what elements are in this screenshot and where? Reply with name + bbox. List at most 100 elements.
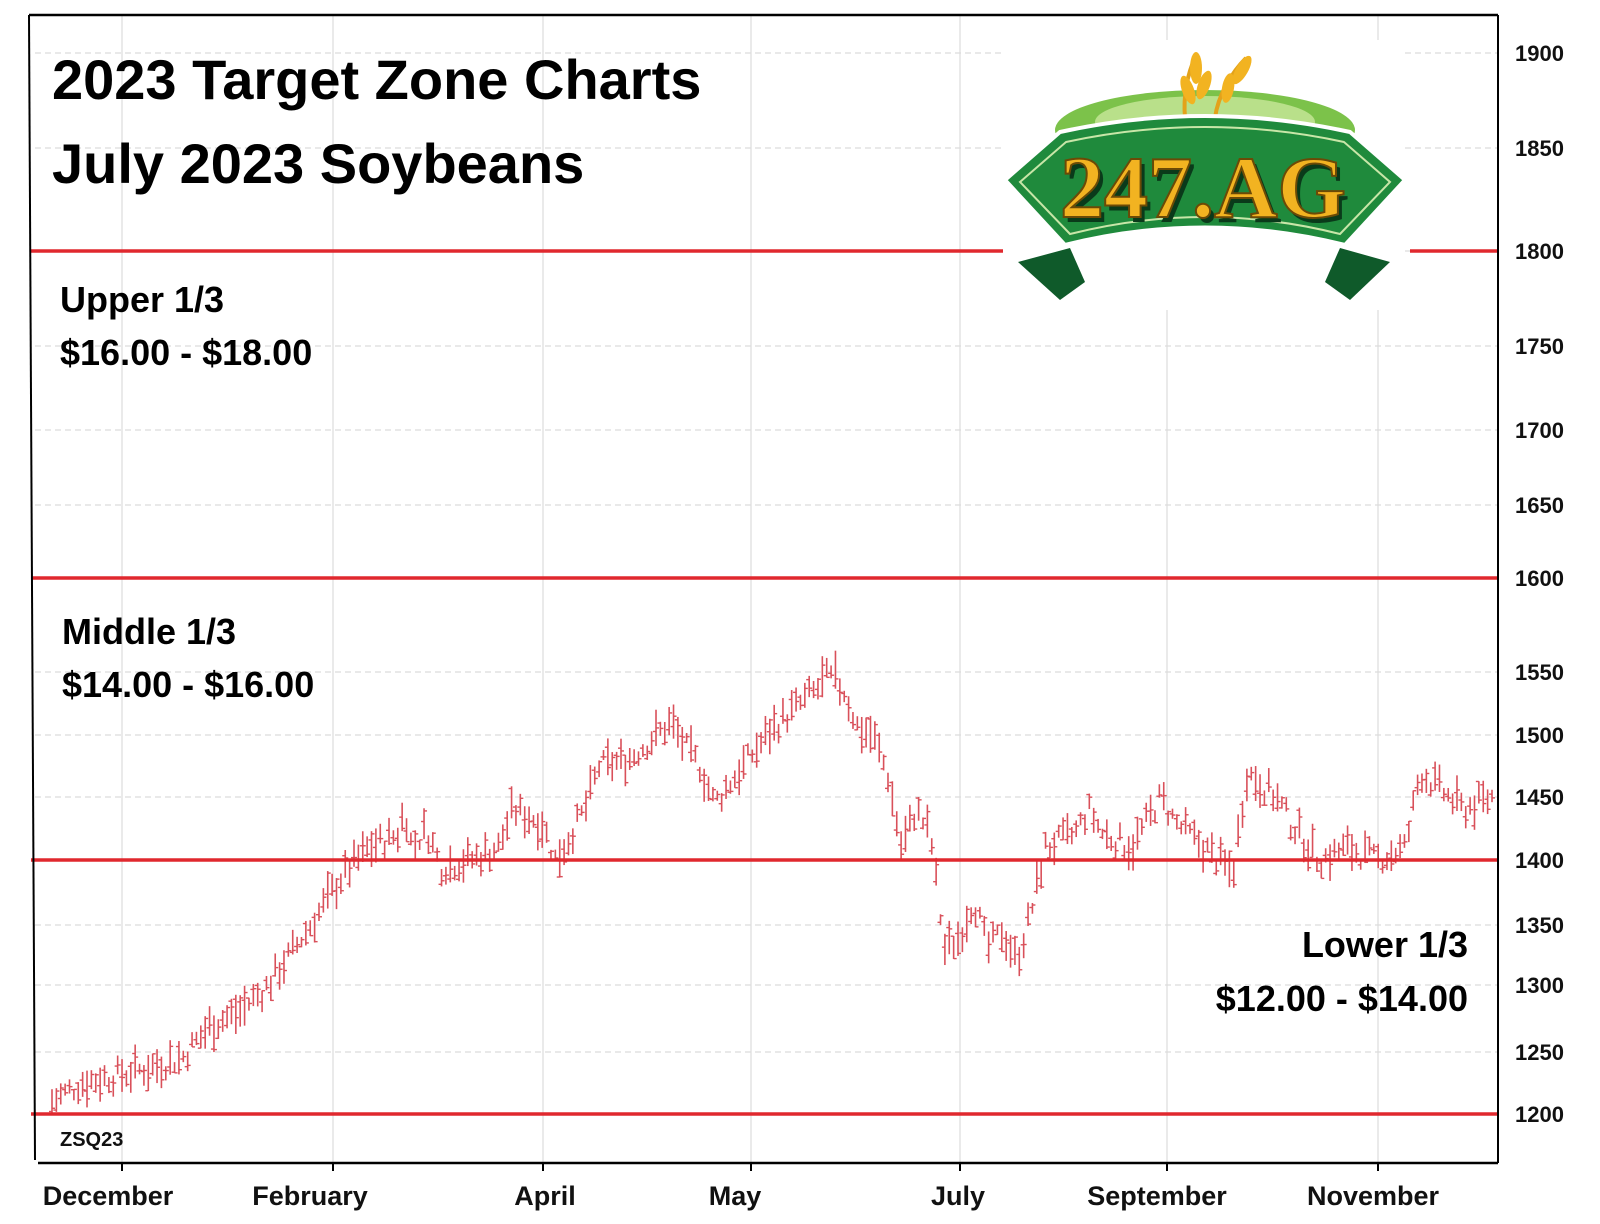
- price-bar: [626, 748, 633, 770]
- lower-zone-label: Lower 1/3: [1302, 924, 1468, 965]
- price-bar: [97, 1067, 104, 1102]
- price-bar: [84, 1070, 91, 1108]
- price-bar: [1099, 828, 1106, 840]
- price-bar: [1038, 861, 1045, 889]
- price-bar: [1230, 858, 1237, 888]
- price-bar: [337, 873, 344, 894]
- x-tick-label: November: [1307, 1181, 1440, 1211]
- price-bar: [438, 869, 445, 887]
- price-bar: [990, 921, 997, 943]
- plot-left-border: [28, 14, 36, 1161]
- price-bar: [622, 754, 629, 787]
- price-bar: [806, 675, 813, 698]
- price-bar: [1327, 844, 1334, 881]
- price-bar: [941, 933, 948, 966]
- price-bar: [810, 680, 817, 699]
- price-bar: [70, 1088, 77, 1101]
- price-bar: [62, 1083, 69, 1096]
- price-bar: [1427, 782, 1434, 797]
- price-bar: [140, 1065, 147, 1086]
- y-tick-label: 1550: [1515, 660, 1564, 685]
- price-bar: [1195, 829, 1202, 858]
- price-bar: [1046, 842, 1053, 859]
- price-bar: [351, 839, 358, 867]
- price-bar: [447, 845, 454, 883]
- price-bar: [477, 852, 484, 877]
- price-bar: [1252, 766, 1259, 802]
- price-bar: [1116, 822, 1123, 841]
- price-bar: [171, 1062, 178, 1074]
- price-bar: [206, 1006, 213, 1036]
- y-tick-label: 1300: [1515, 973, 1564, 998]
- price-bar: [482, 832, 489, 862]
- price-bar: [906, 804, 913, 832]
- price-bar: [224, 1005, 231, 1029]
- price-bar: [1484, 789, 1491, 815]
- price-bar: [254, 982, 261, 1007]
- price-bar: [504, 811, 511, 841]
- y-tick-label: 1400: [1515, 848, 1564, 873]
- price-bar: [1410, 790, 1417, 811]
- price-bar: [788, 690, 795, 721]
- price-bar: [285, 942, 292, 957]
- price-bar: [123, 1070, 130, 1087]
- price-bar: [210, 1015, 217, 1053]
- price-bar: [1432, 761, 1439, 791]
- price-bar: [101, 1065, 108, 1087]
- price-bar: [657, 721, 664, 736]
- price-bar: [1344, 825, 1351, 855]
- price-bar: [114, 1055, 121, 1075]
- price-bar: [1257, 774, 1264, 808]
- price-bar: [574, 803, 581, 822]
- price-bar: [1274, 783, 1281, 812]
- price-bar: [346, 860, 353, 888]
- price-bar: [749, 749, 756, 763]
- price-bar: [1379, 861, 1386, 874]
- price-bar: [276, 962, 283, 990]
- price-bar: [88, 1070, 95, 1090]
- price-bar: [530, 815, 537, 828]
- price-bar: [232, 994, 239, 1034]
- price-bar: [342, 850, 349, 878]
- price-bar: [154, 1049, 161, 1084]
- price-bar: [412, 830, 419, 859]
- price-bar: [976, 906, 983, 919]
- price-bar: [512, 805, 519, 826]
- price-bar: [167, 1040, 174, 1075]
- price-bar: [569, 828, 576, 855]
- price-bar: [416, 839, 423, 850]
- price-bar: [696, 766, 703, 783]
- y-tick-label: 1600: [1515, 566, 1564, 591]
- price-bar: [723, 774, 730, 799]
- price-bar: [1397, 834, 1404, 859]
- price-bar: [1414, 774, 1421, 796]
- price-bar: [219, 1010, 226, 1032]
- price-bar: [946, 920, 953, 955]
- price-bar: [1204, 837, 1211, 853]
- price-bar: [1147, 794, 1154, 826]
- ribbon-tail-right: [1325, 248, 1390, 300]
- price-bar: [731, 770, 738, 789]
- price-bar: [994, 924, 1001, 936]
- x-tick-label: May: [709, 1181, 762, 1211]
- price-bar: [972, 907, 979, 928]
- price-bar: [604, 738, 611, 776]
- price-bar: [228, 998, 235, 1025]
- price-bar: [407, 832, 414, 846]
- price-bar: [1182, 807, 1189, 835]
- price-bar: [1423, 768, 1430, 793]
- y-tick-label: 1850: [1515, 136, 1564, 161]
- price-bar: [311, 912, 318, 943]
- price-bar: [1458, 792, 1465, 812]
- price-bar: [898, 831, 905, 860]
- price-bar: [1138, 818, 1145, 835]
- upper-zone-label: Upper 1/3: [60, 279, 224, 320]
- price-bar: [863, 717, 870, 748]
- price-bar: [968, 907, 975, 925]
- price-bar: [1160, 782, 1167, 811]
- price-bar: [1471, 795, 1478, 830]
- price-bar: [841, 690, 848, 703]
- price-bar: [587, 765, 594, 800]
- price-bar: [1068, 826, 1075, 845]
